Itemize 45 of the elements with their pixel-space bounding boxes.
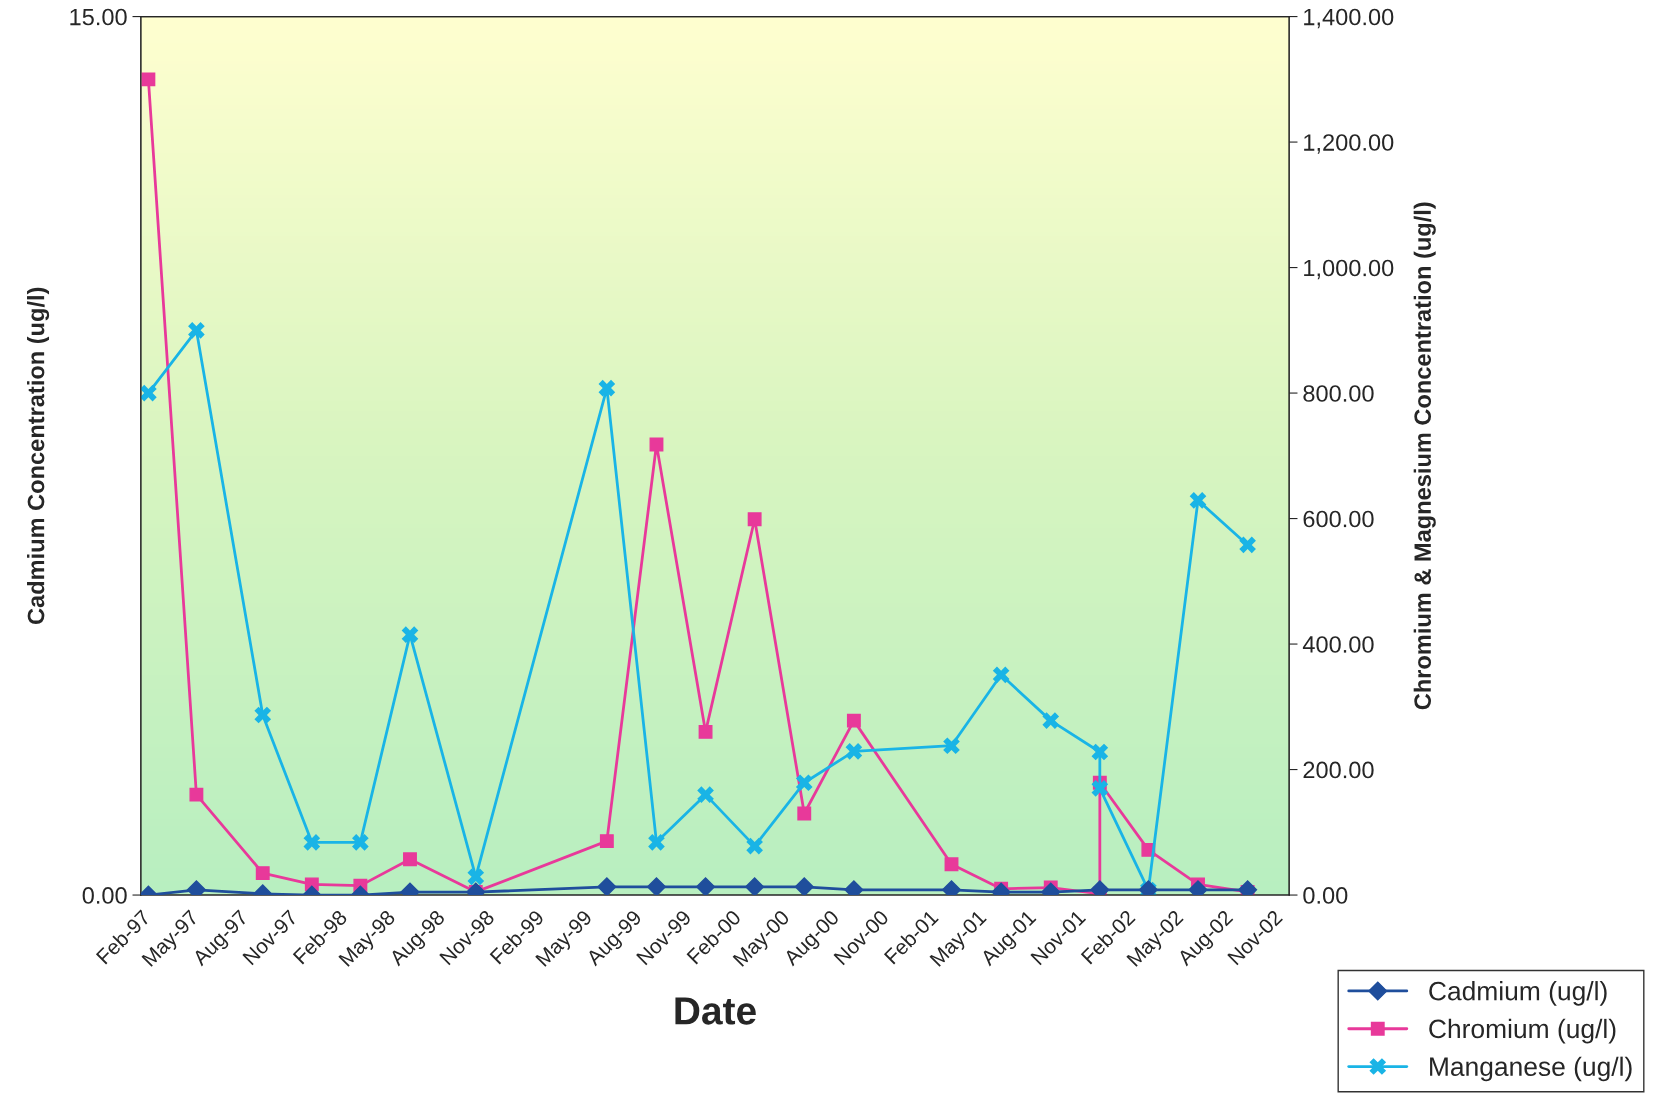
- point: [188, 321, 205, 339]
- point: [1091, 743, 1109, 761]
- point: [992, 666, 1010, 684]
- y2-tick-label: 200.00: [1303, 761, 1374, 779]
- y2-tick-label: 1,200.00: [1304, 134, 1394, 154]
- point: [599, 834, 614, 849]
- point: [698, 724, 713, 739]
- y-axis-title: Cadmium Concentration (ug/l): [27, 287, 50, 625]
- x-axis-title: Date: [675, 997, 756, 1025]
- y2-axis-title: Chromium & Magnesium Concentration (ug/l): [1413, 202, 1436, 710]
- point: [746, 837, 763, 855]
- legend-label: Chromium (ug/l): [1429, 1018, 1616, 1044]
- y2-tick-label: 800.00: [1303, 385, 1374, 402]
- point: [943, 737, 960, 755]
- point: [352, 834, 369, 851]
- y-tick-label: 15.00: [70, 8, 127, 26]
- legend-label: Manganese (ug/l): [1430, 1056, 1632, 1082]
- point: [255, 866, 270, 881]
- point: [467, 868, 485, 886]
- point: [598, 379, 616, 397]
- point: [648, 834, 665, 851]
- point: [795, 774, 813, 792]
- point: [254, 706, 272, 724]
- point: [1042, 712, 1060, 729]
- point: [1189, 492, 1207, 509]
- y2-tick-label: 1,000.00: [1304, 259, 1394, 280]
- point: [697, 786, 714, 803]
- y2-tick-label: 1,400.00: [1304, 8, 1394, 29]
- point: [140, 384, 157, 402]
- point: [1091, 780, 1109, 797]
- point: [747, 512, 762, 527]
- point: [846, 713, 861, 728]
- point: [1239, 536, 1256, 554]
- point: [797, 806, 812, 821]
- point: [189, 787, 204, 802]
- y2-tick-label: 400.00: [1302, 636, 1374, 653]
- legend-label: Cadmium (ug/l): [1429, 981, 1607, 1006]
- point: [403, 852, 417, 867]
- point: [401, 626, 419, 643]
- y2-tick-label: 0.00: [1303, 887, 1348, 904]
- point: [944, 857, 959, 872]
- point: [141, 72, 156, 87]
- point: [845, 743, 863, 760]
- point: [303, 834, 321, 851]
- y2-tick-label: 600.00: [1303, 510, 1374, 528]
